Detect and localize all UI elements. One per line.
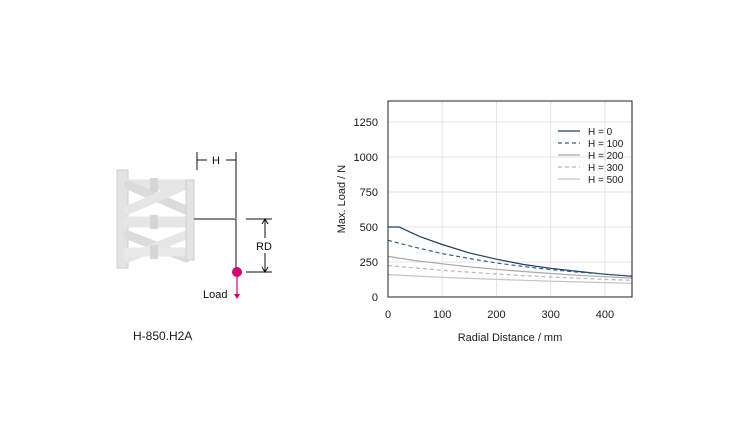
x-tick-labels: 0 100 200 300 400 bbox=[385, 309, 614, 321]
hexapod-struts bbox=[122, 178, 192, 263]
dimension-h bbox=[196, 152, 237, 218]
dimension-h-label: H bbox=[212, 155, 220, 167]
y-tick-label: 500 bbox=[360, 222, 378, 234]
series-line bbox=[387, 255, 633, 279]
series-line bbox=[387, 239, 633, 277]
top-plate bbox=[185, 179, 195, 261]
legend-label: H = 0 bbox=[588, 127, 613, 138]
load-arrow-head bbox=[234, 294, 240, 299]
x-tick-label: 200 bbox=[487, 309, 505, 321]
legend-label: H = 200 bbox=[588, 151, 624, 162]
y-tick-labels: 0 250 500 750 1000 1250 bbox=[354, 117, 378, 304]
legend-label: H = 500 bbox=[588, 175, 624, 186]
x-tick-label: 400 bbox=[596, 309, 614, 321]
series-lines bbox=[387, 226, 633, 284]
plot-background bbox=[388, 101, 632, 297]
series-line bbox=[388, 226, 633, 277]
y-axis-label: Max. Load / N bbox=[336, 165, 348, 234]
series-line bbox=[387, 274, 633, 284]
y-tick-label: 1250 bbox=[354, 117, 378, 129]
load-arm bbox=[194, 218, 272, 273]
load-point bbox=[232, 267, 242, 277]
load-label: Load bbox=[203, 289, 227, 301]
model-label: H-850.H2A bbox=[133, 329, 193, 343]
x-tick-label: 300 bbox=[541, 309, 559, 321]
legend-label: H = 100 bbox=[588, 139, 624, 150]
dimension-rd-label: RD bbox=[256, 241, 272, 253]
y-tick-label: 1000 bbox=[354, 152, 378, 164]
plot-frame bbox=[387, 100, 633, 298]
y-tick-label: 250 bbox=[360, 257, 378, 269]
y-tick-label: 0 bbox=[372, 292, 378, 304]
x-tick-label: 100 bbox=[433, 309, 451, 321]
x-axis-label: Radial Distance / mm bbox=[458, 332, 563, 344]
legend-label: H = 300 bbox=[588, 163, 624, 174]
y-tick-label: 750 bbox=[360, 187, 378, 199]
series-line bbox=[387, 264, 633, 281]
x-tick-label: 0 bbox=[385, 309, 391, 321]
